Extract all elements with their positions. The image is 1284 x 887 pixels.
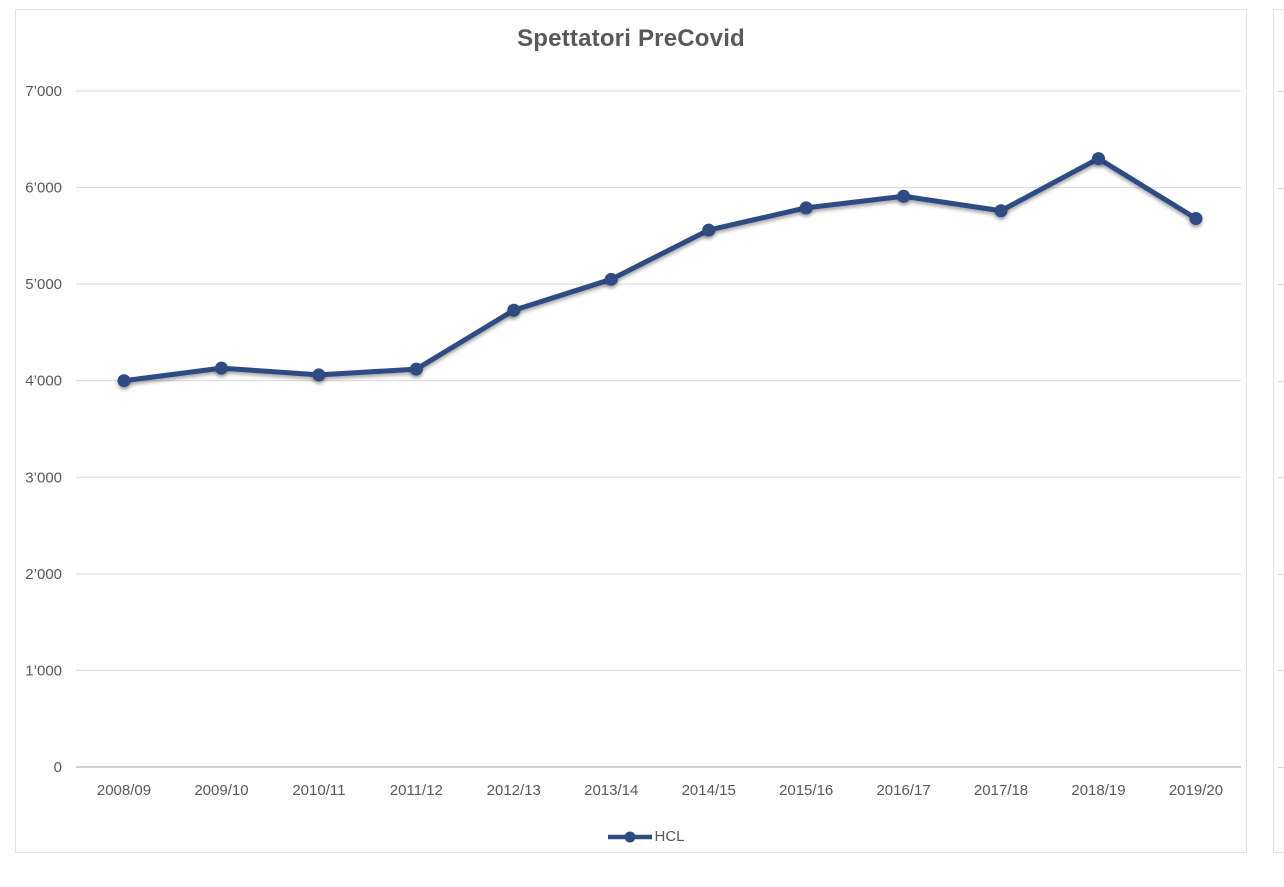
legend-series-label: HCL [654,828,685,845]
adjacent-chart-sliver[interactable] [1273,9,1284,853]
svg-text:2’000: 2’000 [25,566,62,583]
svg-text:2013/14: 2013/14 [584,782,638,799]
svg-text:2014/15: 2014/15 [682,782,736,799]
chart-card[interactable]: 0 1’000 2’000 3’000 4’000 5’000 6’000 7’000 2008… [15,9,1247,853]
svg-text:1’000: 1’000 [25,662,62,679]
plot-area: 0 1’000 2’000 3’000 4’000 5’000 6’000 7’000 2008… [25,83,1241,799]
svg-text:5’000: 5’000 [25,276,62,293]
svg-text:2011/12: 2011/12 [390,782,443,799]
legend: HCL [16,828,1246,845]
svg-text:2009/10: 2009/10 [194,782,248,799]
svg-text:2016/17: 2016/17 [876,782,930,799]
svg-text:6’000: 6’000 [25,180,62,197]
svg-text:2008/09: 2008/09 [97,782,151,799]
svg-text:2012/13: 2012/13 [487,782,541,799]
svg-text:2010/11: 2010/11 [292,782,345,799]
svg-text:7’000: 7’000 [25,83,62,100]
svg-text:2017/18: 2017/18 [974,782,1028,799]
svg-text:2015/16: 2015/16 [779,782,833,799]
svg-text:2018/19: 2018/19 [1071,782,1125,799]
svg-text:2019/20: 2019/20 [1169,782,1223,799]
legend-line-marker-icon [608,831,653,842]
svg-text:4’000: 4’000 [25,373,62,390]
svg-text:3’000: 3’000 [25,469,62,486]
chart-title: Spettatori PreCovid [517,25,745,52]
svg-text:0: 0 [54,759,62,776]
